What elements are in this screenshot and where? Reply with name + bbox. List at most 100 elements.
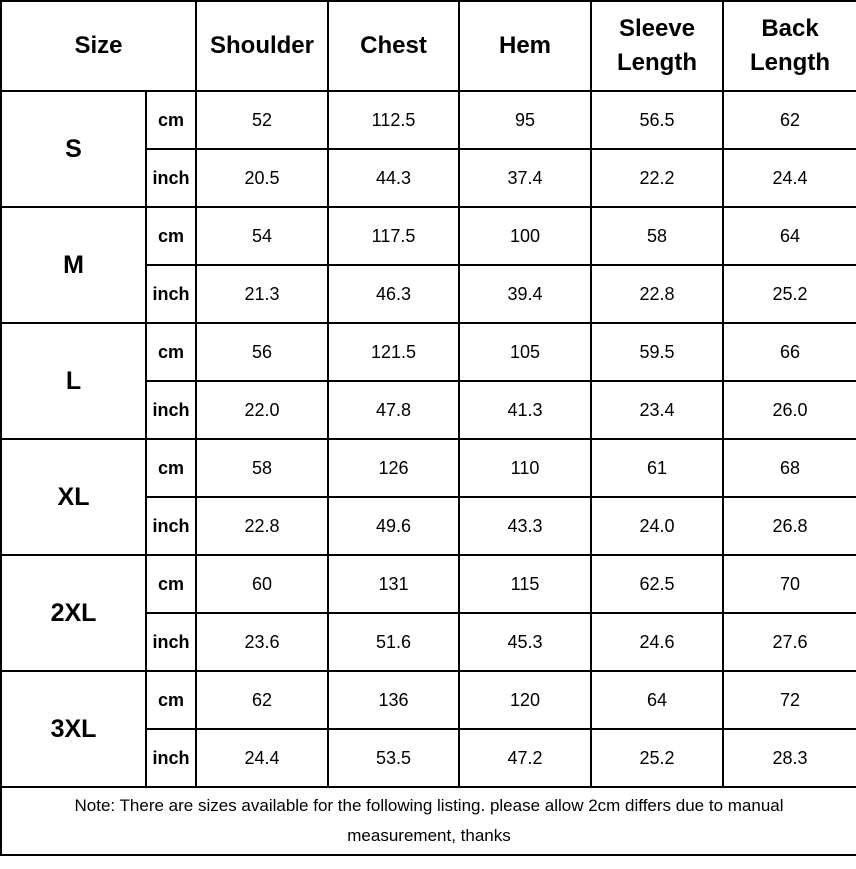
size-row-inch: inch 22.8 49.6 43.3 24.0 26.8 — [1, 496, 856, 556]
measurement-value: 120 — [458, 670, 592, 730]
header-sleeve-length: Sleeve Length — [590, 0, 724, 92]
measurement-value: 58 — [590, 206, 724, 266]
measurement-value: 115 — [458, 554, 592, 614]
note-text: Note: There are sizes available for the … — [0, 786, 856, 856]
measurement-value: 23.4 — [590, 380, 724, 440]
size-row-inch: inch 22.0 47.8 41.3 23.4 26.0 — [1, 380, 856, 440]
measurement-value: 62.5 — [590, 554, 724, 614]
measurement-value: 64 — [590, 670, 724, 730]
size-row-inch: inch 21.3 46.3 39.4 22.8 25.2 — [1, 264, 856, 324]
measurement-value: 112.5 — [327, 90, 460, 150]
measurement-value: 70 — [722, 554, 856, 614]
unit-label: cm — [145, 670, 197, 730]
unit-label: inch — [145, 612, 197, 672]
measurement-value: 22.8 — [195, 496, 329, 556]
header-row: Size Shoulder Chest Hem Sleeve Length Ba… — [0, 0, 856, 92]
measurement-value: 121.5 — [327, 322, 460, 382]
measurement-value: 23.6 — [195, 612, 329, 672]
unit-label: inch — [145, 380, 197, 440]
measurement-value: 51.6 — [327, 612, 460, 672]
measurement-value: 22.0 — [195, 380, 329, 440]
measurement-value: 126 — [327, 438, 460, 498]
measurement-value: 25.2 — [590, 728, 724, 788]
measurement-value: 45.3 — [458, 612, 592, 672]
measurement-value: 61 — [590, 438, 724, 498]
measurement-value: 66 — [722, 322, 856, 382]
measurement-value: 26.0 — [722, 380, 856, 440]
measurement-value: 46.3 — [327, 264, 460, 324]
measurement-value: 37.4 — [458, 148, 592, 208]
size-row-cm: 2XL cm 60 131 115 62.5 70 — [0, 554, 856, 672]
unit-label: cm — [145, 322, 197, 382]
measurement-value: 136 — [327, 670, 460, 730]
measurement-value: 54 — [195, 206, 329, 266]
header-hem: Hem — [458, 0, 592, 92]
measurement-value: 117.5 — [327, 206, 460, 266]
measurement-value: 21.3 — [195, 264, 329, 324]
measurement-value: 105 — [458, 322, 592, 382]
measurement-value: 22.2 — [590, 148, 724, 208]
measurement-value: 41.3 — [458, 380, 592, 440]
header-size: Size — [0, 0, 197, 92]
table-header: Size Shoulder Chest Hem Sleeve Length Ba… — [0, 0, 856, 92]
measurement-value: 25.2 — [722, 264, 856, 324]
measurement-value: 56 — [195, 322, 329, 382]
unit-label: cm — [145, 438, 197, 498]
measurement-value: 27.6 — [722, 612, 856, 672]
header-back-length: Back Length — [722, 0, 856, 92]
unit-label: cm — [145, 90, 197, 150]
unit-label: inch — [145, 496, 197, 556]
measurement-value: 24.4 — [722, 148, 856, 208]
size-label: S — [0, 90, 147, 208]
size-row-cm: XL cm 58 126 110 61 68 — [0, 438, 856, 556]
size-row-inch: inch 20.5 44.3 37.4 22.2 24.4 — [1, 148, 856, 208]
measurement-value: 59.5 — [590, 322, 724, 382]
measurement-value: 47.8 — [327, 380, 460, 440]
measurement-value: 68 — [722, 438, 856, 498]
measurement-value: 47.2 — [458, 728, 592, 788]
measurement-value: 72 — [722, 670, 856, 730]
size-row-inch: inch 23.6 51.6 45.3 24.6 27.6 — [1, 612, 856, 672]
measurement-value: 28.3 — [722, 728, 856, 788]
unit-label: inch — [145, 264, 197, 324]
measurement-value: 58 — [195, 438, 329, 498]
measurement-value: 52 — [195, 90, 329, 150]
measurement-value: 43.3 — [458, 496, 592, 556]
table-footer: Note: There are sizes available for the … — [0, 786, 856, 856]
measurement-value: 26.8 — [722, 496, 856, 556]
measurement-value: 24.6 — [590, 612, 724, 672]
measurement-value: 44.3 — [327, 148, 460, 208]
measurement-value: 62 — [195, 670, 329, 730]
measurement-value: 100 — [458, 206, 592, 266]
measurement-value: 95 — [458, 90, 592, 150]
measurement-value: 20.5 — [195, 148, 329, 208]
size-label: M — [0, 206, 147, 324]
size-row-inch: inch 24.4 53.5 47.2 25.2 28.3 — [1, 728, 856, 788]
unit-label: inch — [145, 148, 197, 208]
unit-label: cm — [145, 554, 197, 614]
measurement-value: 24.0 — [590, 496, 724, 556]
measurement-value: 131 — [327, 554, 460, 614]
size-label: 2XL — [0, 554, 147, 672]
size-label: XL — [0, 438, 147, 556]
measurement-value: 110 — [458, 438, 592, 498]
measurement-value: 56.5 — [590, 90, 724, 150]
size-label: L — [0, 322, 147, 440]
measurement-value: 62 — [722, 90, 856, 150]
size-label: 3XL — [0, 670, 147, 788]
unit-label: cm — [145, 206, 197, 266]
unit-label: inch — [145, 728, 197, 788]
header-chest: Chest — [327, 0, 460, 92]
measurement-value: 64 — [722, 206, 856, 266]
size-row-cm: 3XL cm 62 136 120 64 72 — [0, 670, 856, 788]
measurement-value: 60 — [195, 554, 329, 614]
note-row: Note: There are sizes available for the … — [0, 786, 856, 856]
header-shoulder: Shoulder — [195, 0, 329, 92]
measurement-value: 24.4 — [195, 728, 329, 788]
measurement-value: 39.4 — [458, 264, 592, 324]
